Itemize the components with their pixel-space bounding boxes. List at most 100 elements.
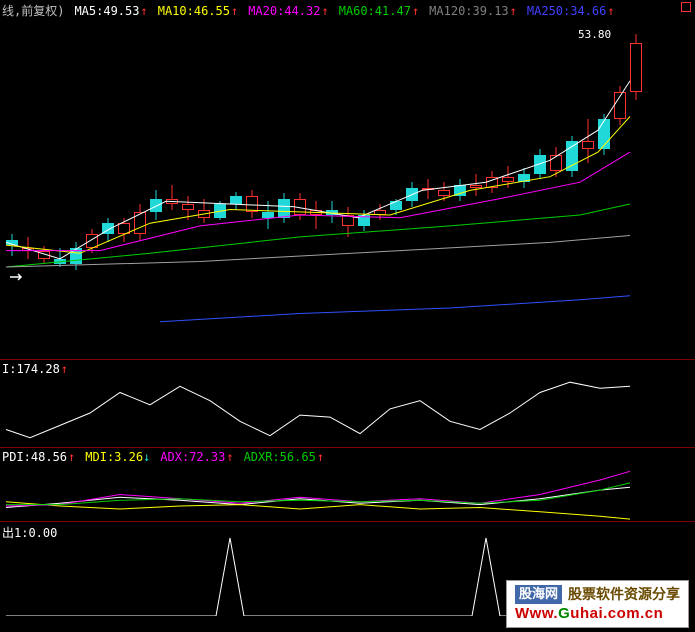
watermark-logo: 股海网	[515, 585, 562, 604]
candle-wick	[316, 201, 317, 228]
ma-label: MA10:46.55↑	[158, 2, 238, 19]
candle-body	[198, 210, 210, 218]
up-arrow-icon: ↑	[140, 4, 147, 18]
candle	[262, 201, 274, 228]
cci-header: I:174.28↑	[2, 362, 68, 376]
up-arrow-icon: ↑	[317, 450, 324, 464]
candle-body	[6, 240, 18, 245]
watermark-url: Www.Guhai.com.cn	[515, 604, 680, 624]
candle-body	[262, 212, 274, 217]
candle	[486, 171, 498, 193]
candle-body	[182, 204, 194, 209]
exit-label: 出1:0.00	[2, 524, 57, 541]
cci-panel: I:174.28↑	[0, 360, 695, 448]
candle	[134, 204, 146, 240]
up-arrow-icon: ↑	[412, 4, 419, 18]
candle-wick	[12, 234, 13, 256]
candle	[214, 201, 226, 220]
candle-body	[278, 199, 290, 218]
up-arrow-icon: ↑	[68, 450, 75, 464]
candle	[566, 136, 578, 177]
candle	[230, 192, 242, 210]
candle	[198, 199, 210, 224]
candle-body	[518, 174, 530, 182]
up-arrow-icon: ↑	[226, 450, 233, 464]
down-arrow-icon: ↓	[143, 450, 150, 464]
candle-body	[54, 259, 66, 264]
candle	[326, 201, 338, 223]
candle	[6, 234, 18, 256]
candle	[470, 174, 482, 196]
ma-label: MA60:41.47↑	[339, 2, 419, 19]
candle-body	[22, 248, 34, 251]
candle-body	[102, 223, 114, 234]
candle-body	[534, 155, 546, 174]
candle-body	[470, 185, 482, 188]
candle-body	[326, 210, 338, 215]
candle-body	[502, 177, 514, 182]
dmi-label: ADX:72.33↑	[160, 450, 233, 464]
candle-body	[70, 248, 82, 264]
candle	[102, 218, 114, 243]
candle-body	[422, 188, 434, 191]
watermark-brand: 股海网股票软件资源分享	[515, 585, 680, 604]
main-candlestick-panel: 线,前复权) MA5:49.53↑ MA10:46.55↑ MA20:44.32↑ MA…	[0, 0, 695, 360]
candle	[118, 218, 130, 243]
exit-header: 出1:0.00	[2, 524, 57, 541]
candle-body	[486, 177, 498, 188]
candle	[390, 199, 402, 215]
candle-body	[38, 251, 50, 259]
up-arrow-icon: ↑	[510, 4, 517, 18]
dmi-label: ADXR:56.65↑	[244, 450, 324, 464]
ma-label: MA20:44.32↑	[248, 2, 328, 19]
candle	[22, 237, 34, 259]
cci-line-svg	[0, 360, 695, 448]
candle-body	[614, 92, 626, 119]
watermark: 股海网股票软件资源分享Www.Guhai.com.cn	[506, 580, 689, 628]
candle	[598, 114, 610, 155]
candle-body	[86, 234, 98, 248]
candle-body	[118, 223, 130, 234]
candle	[550, 147, 562, 177]
candle-body	[294, 199, 306, 215]
watermark-tagline: 股票软件资源分享	[568, 585, 680, 603]
candle-body	[390, 201, 402, 209]
ma-header: 线,前复权) MA5:49.53↑ MA10:46.55↑ MA20:44.32↑ MA…	[2, 2, 615, 19]
candle-body	[310, 210, 322, 215]
candle	[310, 201, 322, 228]
pointer-arrow-icon	[8, 272, 24, 282]
candle	[582, 119, 594, 163]
candle	[502, 166, 514, 188]
candle	[614, 86, 626, 124]
candle	[358, 210, 370, 232]
candle-body	[134, 212, 146, 234]
ma-lines-svg	[0, 0, 695, 360]
candle-body	[214, 204, 226, 218]
candle-body	[582, 141, 594, 149]
candle-body	[454, 185, 466, 196]
candle	[422, 179, 434, 198]
up-arrow-icon: ↑	[321, 4, 328, 18]
candle-body	[358, 215, 370, 226]
last-price-label: 53.80	[578, 28, 611, 41]
candle-body	[342, 215, 354, 226]
candle-body	[406, 188, 418, 202]
chart-title-prefix: 线,前复权)	[2, 2, 64, 19]
dmi-label: PDI:48.56↑	[2, 450, 75, 464]
candle	[374, 204, 386, 220]
candle	[150, 190, 162, 220]
dmi-header: PDI:48.56↑MDI:3.26↓ADX:72.33↑ADXR:56.65↑	[2, 450, 324, 464]
candle	[406, 182, 418, 207]
candle-body	[150, 199, 162, 213]
dmi-panel: PDI:48.56↑MDI:3.26↓ADX:72.33↑ADXR:56.65↑	[0, 448, 695, 522]
candle-body	[166, 199, 178, 204]
candle	[438, 182, 450, 201]
ma-label: MA5:49.53↑	[74, 2, 147, 19]
candle	[454, 179, 466, 201]
candle	[534, 149, 546, 179]
candle	[278, 193, 290, 223]
candle-body	[630, 43, 642, 92]
candle	[182, 196, 194, 221]
marker-icon	[681, 2, 691, 12]
candle	[70, 242, 82, 269]
